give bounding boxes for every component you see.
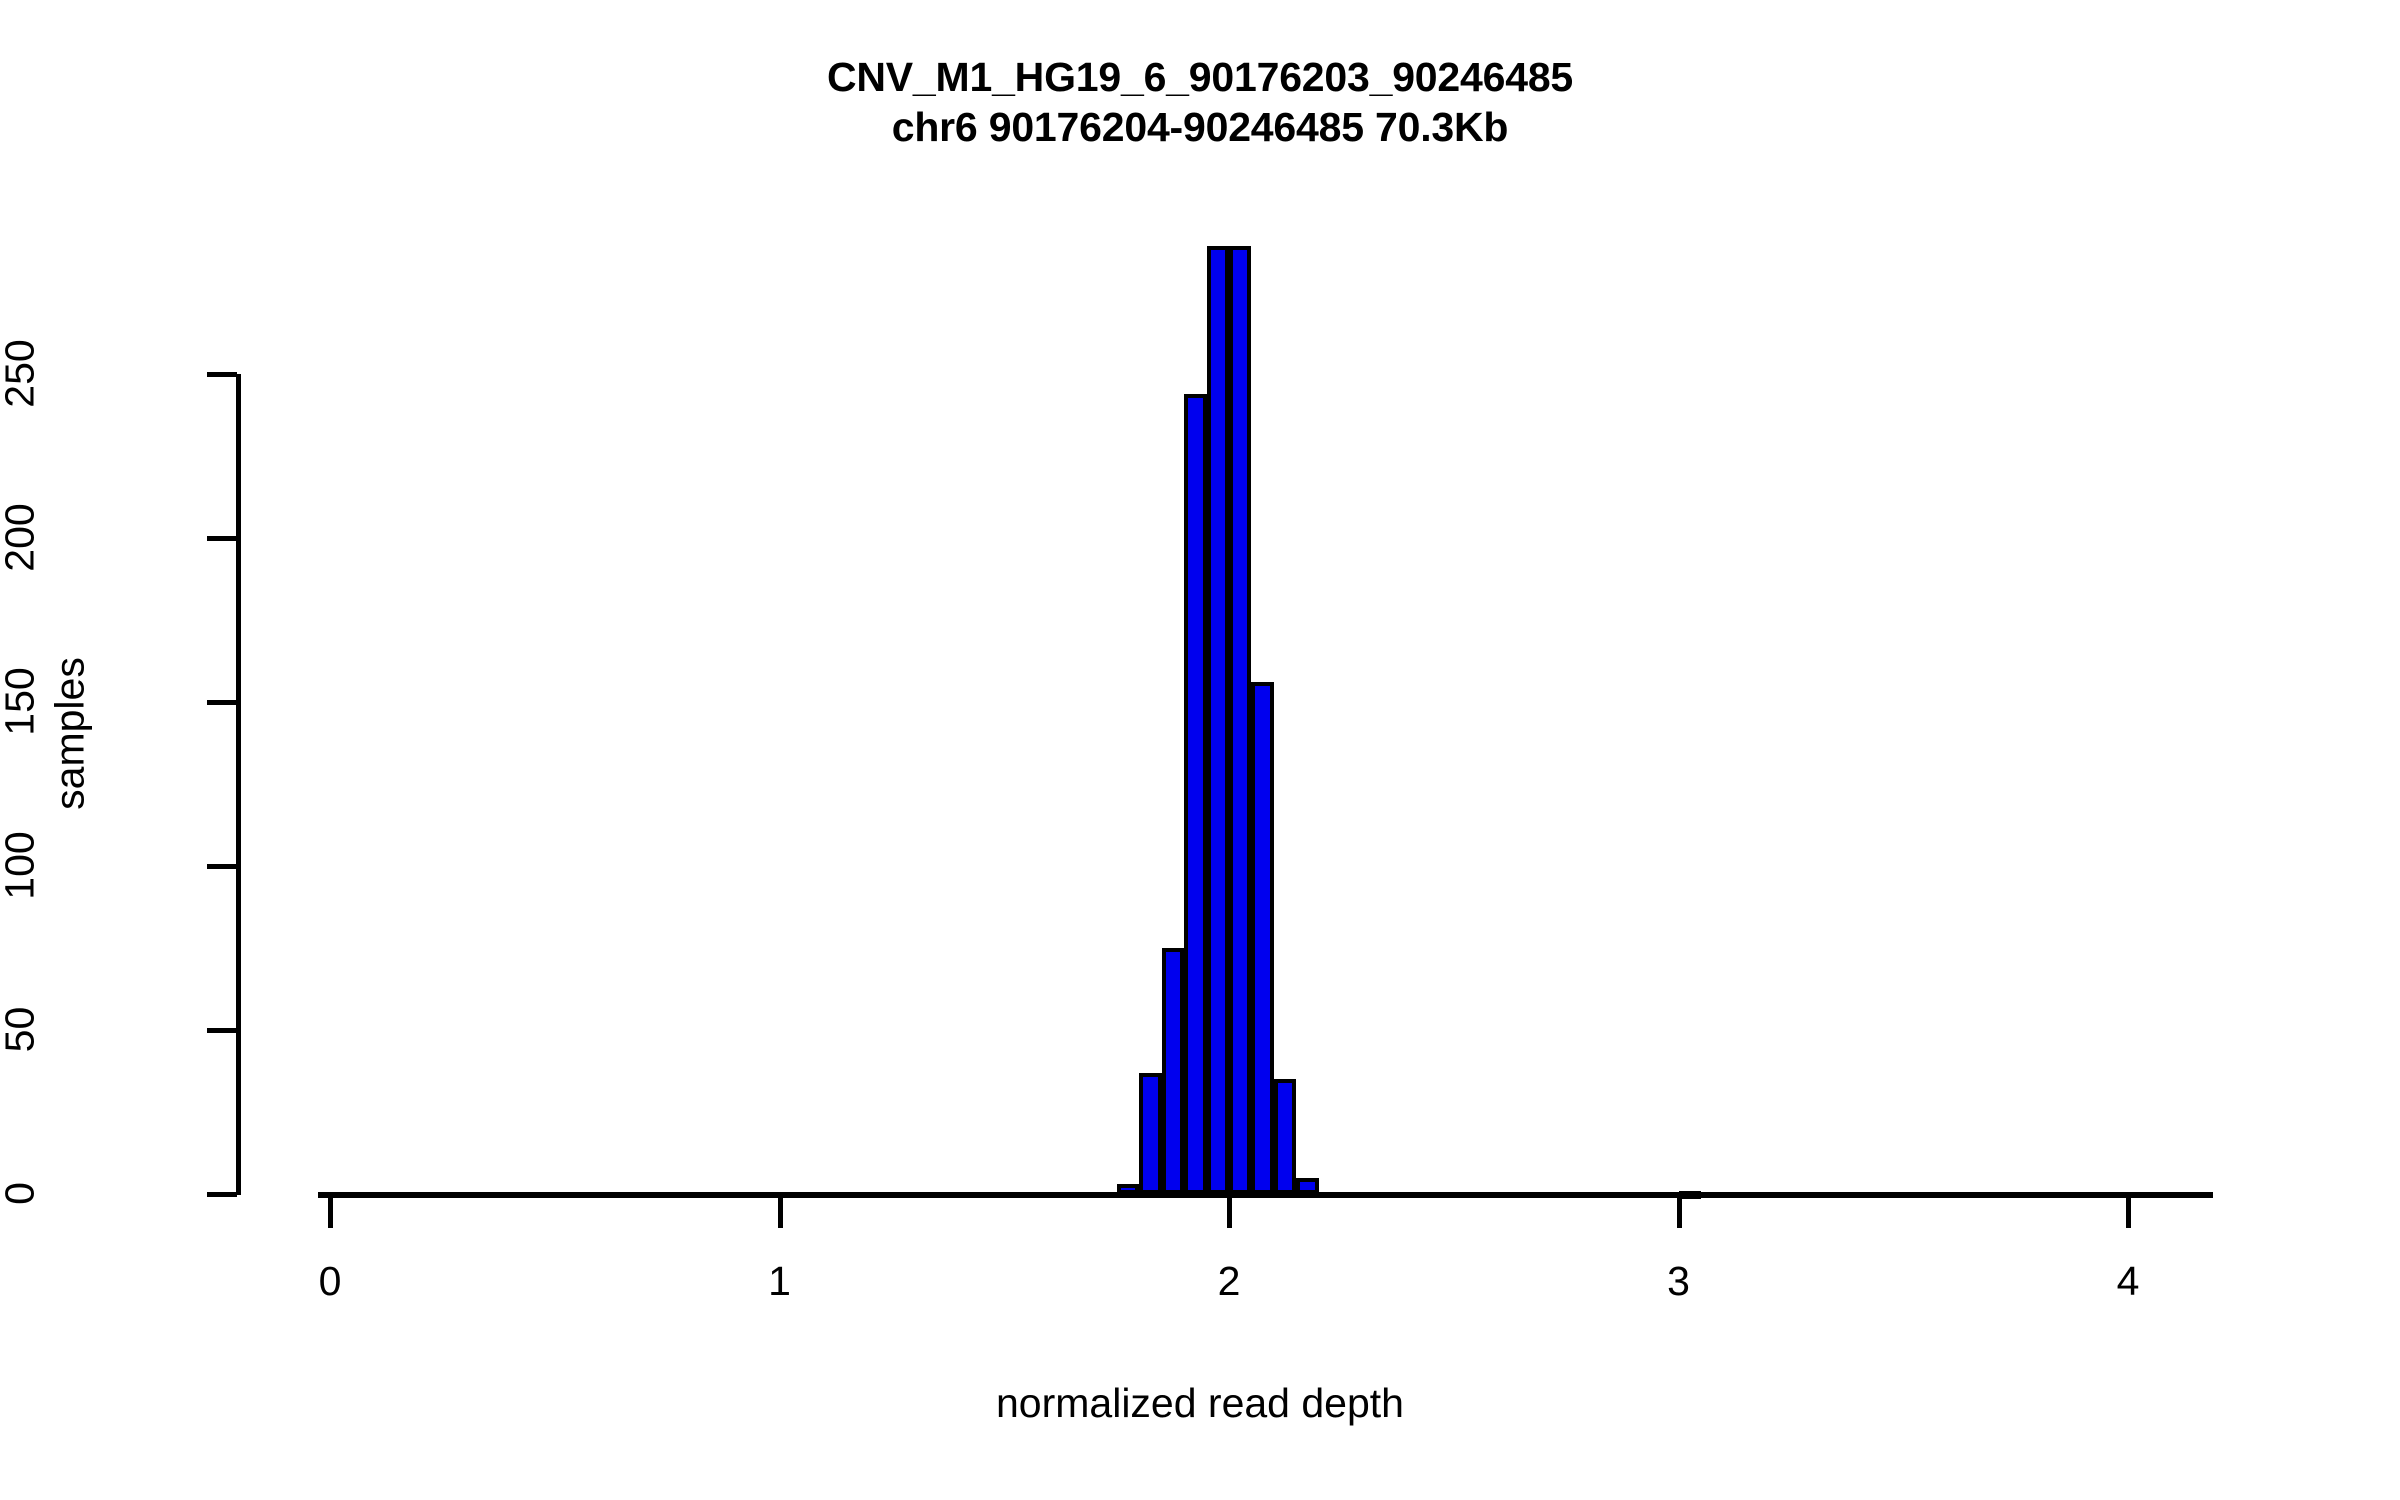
chart-title-line-1: CNV_M1_HG19_6_90176203_90246485 xyxy=(826,54,1574,100)
histogram-bar xyxy=(1139,1072,1162,1194)
chart-title-line-2: chr6 90176204-90246485 70.3Kb xyxy=(891,104,1509,151)
histogram-bar xyxy=(1273,1079,1297,1194)
x-axis-line xyxy=(318,1192,2213,1198)
histogram-bar xyxy=(1161,948,1185,1194)
histogram-bar xyxy=(1206,246,1229,1194)
histogram-bar xyxy=(1251,682,1274,1194)
histogram-bar xyxy=(1229,246,1252,1194)
x-axis-tick-label: 2 xyxy=(1217,1258,1241,1304)
x-axis-tick xyxy=(777,1198,783,1228)
y-axis-line xyxy=(236,374,241,1195)
x-axis-label: normalized read depth xyxy=(996,1380,1404,1426)
y-axis-tick xyxy=(207,536,237,541)
x-axis-tick-label: 4 xyxy=(2116,1258,2140,1304)
y-axis-tick xyxy=(207,700,237,705)
histogram-bar xyxy=(1296,1177,1319,1194)
x-axis-tick xyxy=(2126,1198,2131,1228)
histogram-bar xyxy=(1678,1190,1701,1199)
x-axis-tick xyxy=(1227,1198,1232,1228)
x-axis-tick xyxy=(1676,1198,1682,1228)
chart-title: CNV_M1_HG19_6_90176203_90246485 chr6 901… xyxy=(0,52,2400,153)
y-axis-tick xyxy=(207,372,237,377)
y-axis-tick xyxy=(207,864,237,869)
x-axis-tick xyxy=(328,1198,333,1228)
x-axis-tick-label: 1 xyxy=(768,1258,791,1304)
x-axis-tick-label: 3 xyxy=(1667,1258,1690,1304)
y-axis-tick xyxy=(207,1028,237,1033)
histogram-bar xyxy=(1116,1184,1140,1194)
x-axis-tick-label: 0 xyxy=(318,1258,342,1304)
histogram-bar xyxy=(1184,393,1207,1194)
y-axis-tick xyxy=(207,1192,237,1197)
